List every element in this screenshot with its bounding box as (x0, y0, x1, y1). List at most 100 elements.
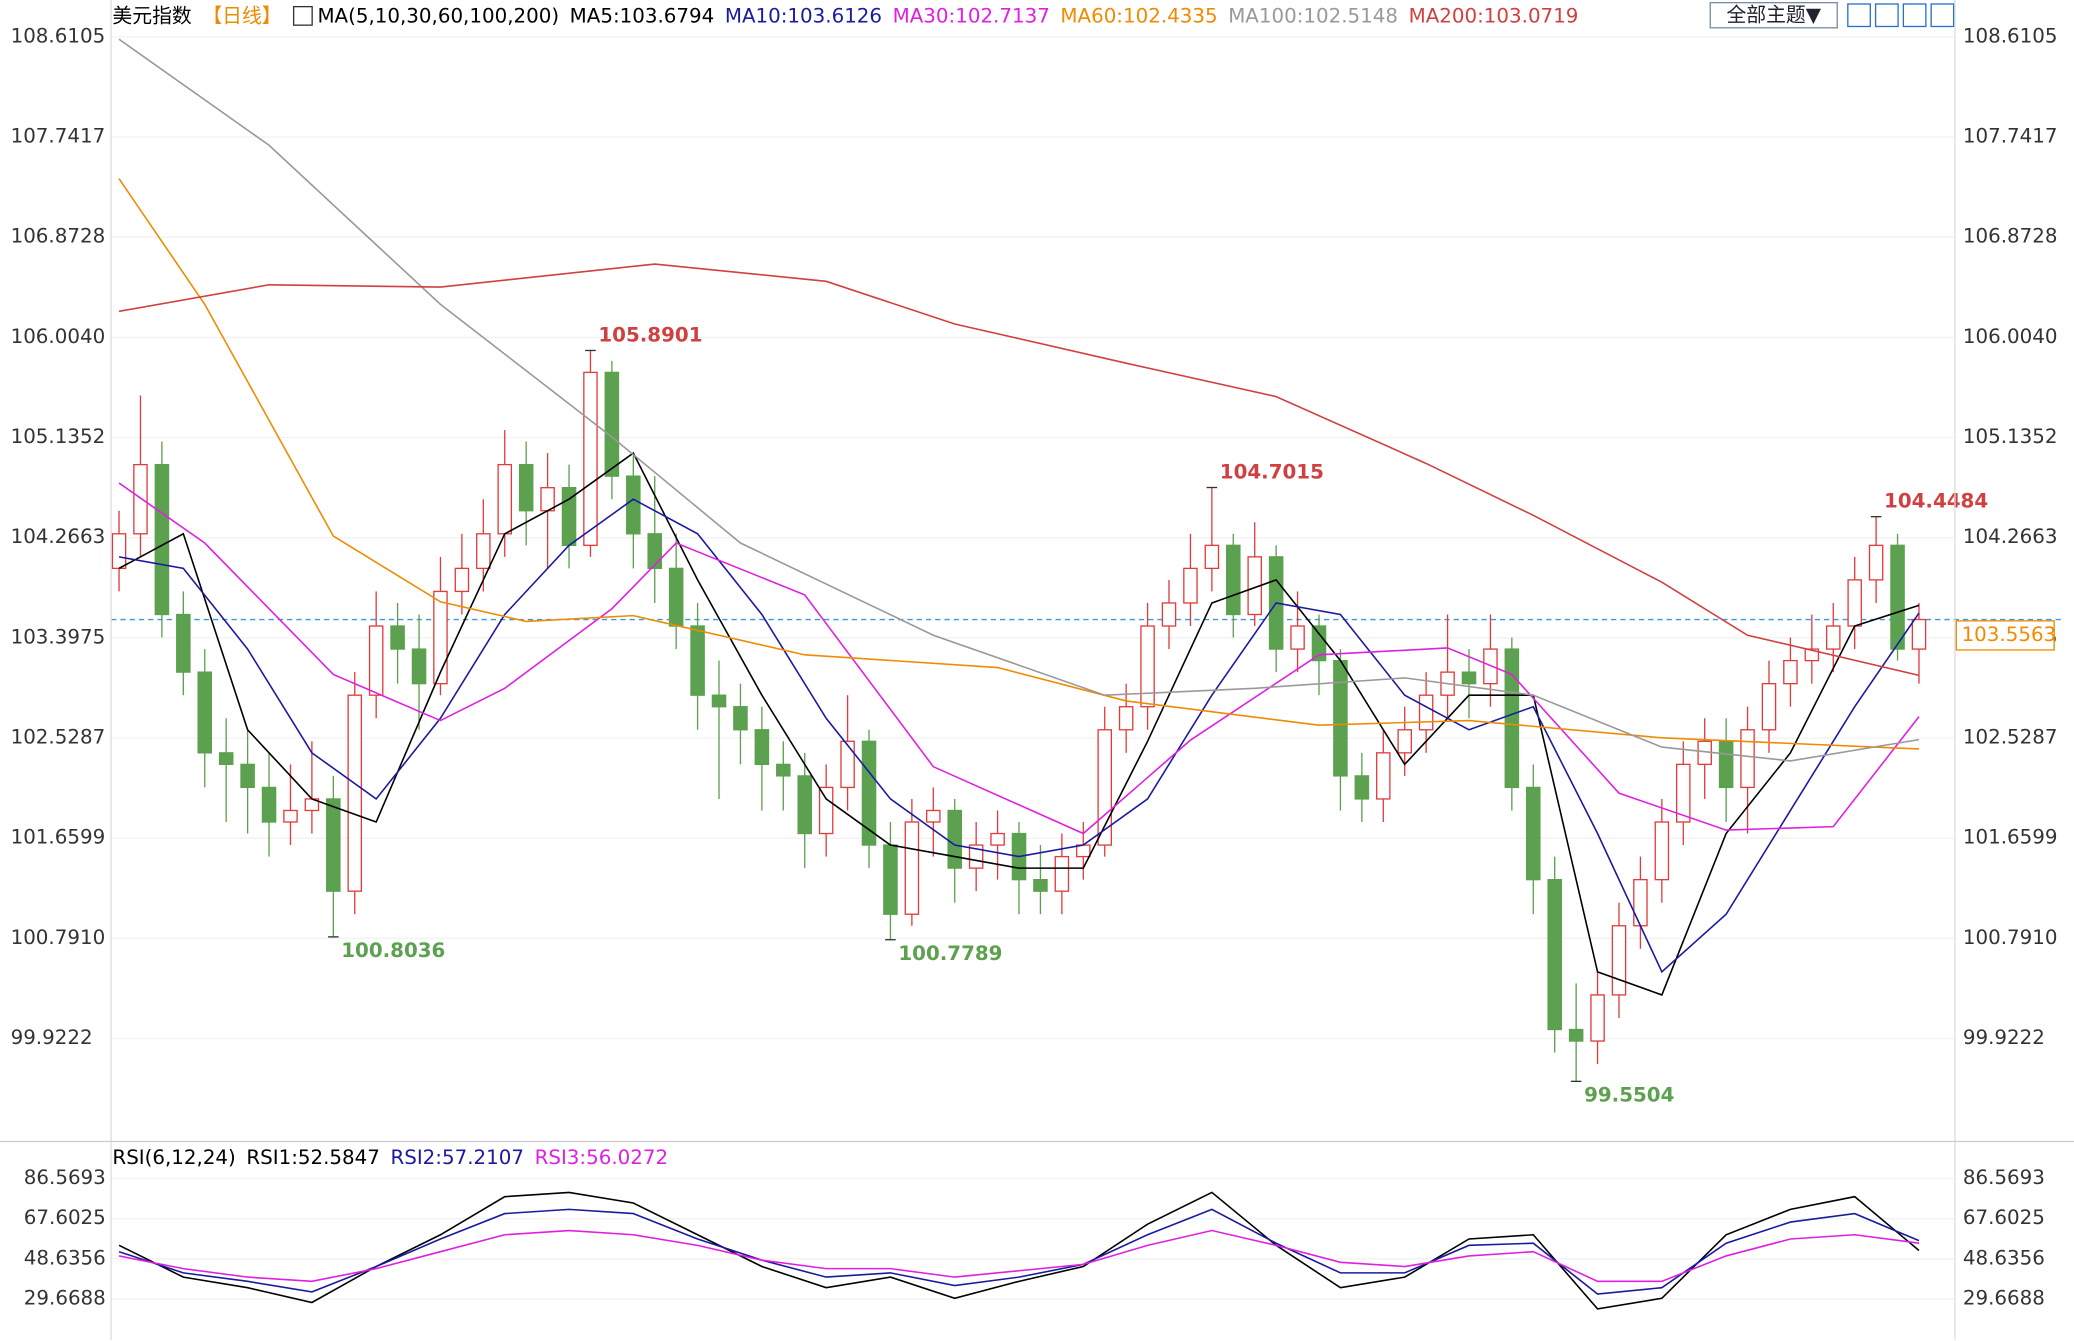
high-label: 104.7015 (1220, 460, 1324, 483)
candle-body (1290, 625, 1305, 650)
y-tick-label: 100.7910 (11, 926, 106, 949)
low-label: 100.8036 (341, 939, 445, 962)
ma-line (118, 178, 1920, 750)
candle-body (1161, 602, 1177, 627)
candle-body (1911, 618, 1927, 650)
candle-body (647, 533, 663, 570)
y-tick-label-right: 104.2663 (1963, 525, 2058, 548)
candle-body (1418, 694, 1434, 731)
y-tick-label: 104.2663 (11, 525, 106, 548)
theme-button[interactable] (1709, 2, 1838, 29)
period-label: 【日线】 (202, 5, 281, 28)
candle-body (1761, 683, 1777, 731)
candle-body (433, 590, 448, 685)
candle-body (518, 463, 534, 512)
y-tick-label-right: 106.0040 (1963, 325, 2058, 348)
y-tick-label-right: 107.7417 (1963, 125, 2058, 148)
y-tick-label-right: 101.6599 (1963, 826, 2058, 849)
candle-body (476, 533, 491, 570)
ma-title: MA(5,10,30,60,100,200) (317, 5, 559, 28)
candle-body (197, 671, 213, 754)
y-tick-label-right: 99.9222 (1963, 1026, 2045, 1049)
toolbar-icons (1847, 3, 1955, 28)
candle-body (1718, 740, 1734, 789)
candle-body (540, 487, 555, 512)
candle-body (1204, 544, 1220, 570)
ma-line (118, 1208, 1920, 1295)
candle-body (1226, 544, 1241, 616)
candle-body (626, 475, 641, 535)
y-tick-label: 105.1352 (11, 425, 106, 448)
rsi-title: RSI(6,12,24) (112, 1146, 235, 1169)
candle-body (1183, 567, 1198, 604)
legend-entry: MA60:102.4335 (1060, 5, 1217, 28)
candle-body (1504, 648, 1520, 789)
legend-entry: MA30:102.7137 (893, 5, 1050, 28)
ma-line (118, 1229, 1920, 1283)
legend-entry: MA100:102.5148 (1228, 5, 1398, 28)
candle-body (947, 809, 963, 869)
last-price-label: 103.5563 (1962, 623, 2057, 646)
theme-button-label[interactable]: 全部主题▼ (1726, 3, 1821, 26)
ma-line (118, 263, 1920, 677)
y-tick-label-right: 106.8728 (1963, 225, 2058, 248)
legend-entry: MA10:103.6126 (725, 5, 882, 28)
candle-body (390, 625, 405, 650)
candle-body (668, 567, 684, 627)
y-tick-label-right: 105.1352 (1963, 425, 2058, 448)
candle-body (240, 763, 255, 789)
y-tick-label: 106.0040 (11, 325, 106, 348)
candle-body (1825, 625, 1841, 650)
candle-body (261, 786, 277, 823)
y-tick-label: 106.8728 (11, 225, 106, 248)
candle-body (133, 463, 148, 535)
candle-body (797, 775, 813, 835)
candle-body (1804, 648, 1820, 662)
icon-button[interactable] (1874, 3, 1899, 28)
low-label: 100.7789 (898, 942, 1002, 965)
ma-line (118, 1191, 1920, 1310)
rsi-tick-label: 86.5693 (24, 1166, 106, 1189)
candle-body (776, 763, 791, 777)
candle-body (411, 648, 427, 685)
y-tick-label: 99.9222 (11, 1026, 93, 1049)
ma-line (118, 482, 1920, 835)
candle-body (1633, 878, 1648, 927)
rsi-tick-label-right: 86.5693 (1963, 1166, 2045, 1189)
high-label: 104.4484 (1884, 490, 1988, 513)
candle-body (1097, 729, 1112, 846)
candle-body (1354, 775, 1370, 800)
candle-body (968, 844, 984, 869)
candle-body (176, 613, 191, 673)
candle-body (1590, 994, 1605, 1042)
candle-body (368, 625, 384, 696)
candle-body (326, 798, 341, 892)
candle-body (1333, 659, 1348, 777)
icon-button[interactable] (1847, 3, 1871, 28)
candle-body (454, 567, 470, 593)
candle-body (1675, 763, 1691, 823)
ma-line (118, 38, 1920, 762)
candle-body (883, 844, 898, 915)
candle-body (1076, 844, 1091, 858)
rsi-tick-label: 67.6025 (24, 1206, 106, 1229)
candle-body (990, 832, 1005, 846)
candle-body (754, 729, 770, 766)
legend-entry: RSI1:52.5847 (246, 1146, 380, 1169)
y-tick-label: 108.6105 (11, 24, 106, 47)
candle-body (1526, 786, 1541, 881)
icon-button[interactable] (1902, 3, 1927, 28)
y-tick-label-right: 102.5287 (1963, 725, 2058, 748)
legend-entry: RSI2:57.2107 (390, 1146, 524, 1169)
candle-body (1140, 625, 1155, 708)
icon-button[interactable] (1930, 3, 1955, 28)
candle-body (926, 809, 941, 823)
candle-body (840, 740, 855, 789)
legend-entry: RSI3:56.0272 (535, 1146, 669, 1169)
candle-body (1890, 544, 1905, 650)
chart-layer: 108.6105 108.6105 107.7417 107.7417 106.8728… (11, 5, 2061, 1310)
candle-body (1847, 579, 1862, 627)
low-label: 99.5504 (1584, 1083, 1674, 1106)
